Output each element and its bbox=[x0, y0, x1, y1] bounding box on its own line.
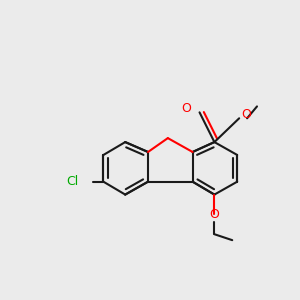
Text: O: O bbox=[241, 108, 251, 121]
Text: O: O bbox=[209, 208, 219, 221]
Text: Cl: Cl bbox=[67, 175, 79, 188]
Text: O: O bbox=[182, 102, 192, 115]
